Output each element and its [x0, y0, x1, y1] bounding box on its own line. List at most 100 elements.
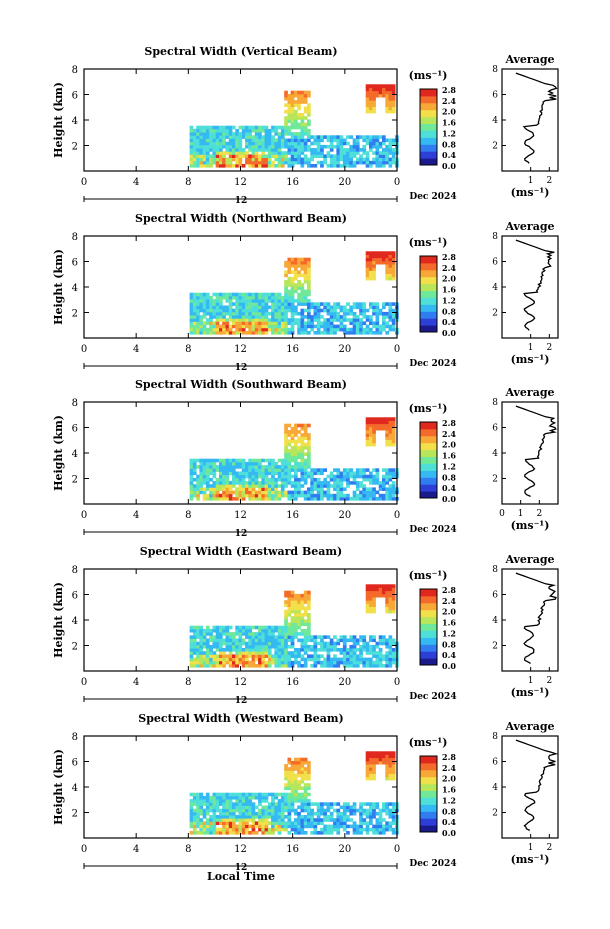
heatmap-cell [254, 315, 259, 319]
heatmap-cell [382, 84, 386, 88]
heatmap-cell [258, 295, 262, 300]
heatmap-cell [391, 311, 396, 316]
heatmap-cell [385, 477, 389, 482]
heatmap-cell [375, 148, 380, 152]
heatmap-cell [209, 324, 213, 329]
heatmap-cell [388, 273, 393, 278]
heatmap-cell [219, 295, 223, 300]
heatmap-cell [238, 151, 243, 155]
heatmap-cell [391, 815, 396, 819]
heatmap-cell [209, 302, 213, 306]
heatmap-cell [316, 324, 321, 329]
heatmap-cell [196, 821, 200, 825]
heatmap-cell [323, 302, 327, 306]
heatmap-cell [310, 487, 314, 491]
heatmap-cell [192, 821, 197, 825]
heatmap-cell [391, 315, 396, 319]
heatmap-cell [385, 103, 389, 107]
heatmap-cell [264, 305, 269, 310]
heatmap-cell [196, 635, 200, 639]
heatmap-cell [388, 276, 393, 281]
heatmap-cell [297, 654, 301, 658]
heatmap-cell [300, 264, 305, 268]
heatmap-cell [349, 635, 354, 639]
heatmap-cell [316, 635, 321, 639]
heatmap-cell [339, 821, 344, 825]
x-tick-label: 8 [185, 177, 191, 188]
heatmap-cell [238, 648, 243, 652]
heatmap-cell [274, 141, 279, 146]
heatmap-cell [385, 802, 389, 806]
heatmap-cell [378, 635, 383, 639]
colorbar-swatch [420, 158, 437, 166]
heatmap-cell [277, 657, 282, 662]
heatmap-cell [313, 493, 318, 498]
heatmap-cell [382, 157, 386, 162]
heatmap-cell [297, 97, 301, 101]
heatmap-cell [219, 625, 223, 630]
heatmap-cell [342, 657, 347, 662]
heatmap-cell [310, 815, 314, 819]
heatmap-cell [219, 808, 223, 813]
heatmap-cell [219, 458, 223, 463]
heatmap-cell [219, 792, 223, 797]
heatmap-cell [362, 321, 367, 325]
heatmap-cell [372, 135, 376, 139]
heatmap-cell [349, 135, 354, 139]
heatmap-cell [219, 324, 223, 329]
colorbar-swatch [420, 130, 437, 138]
heatmap-cell [385, 664, 389, 668]
day-label: 12 [235, 696, 248, 706]
heatmap-cell [307, 446, 311, 450]
heatmap-cell [271, 481, 275, 485]
heatmap-cell [280, 327, 285, 332]
heatmap-cell [385, 600, 389, 604]
heatmap-cell [310, 468, 314, 472]
heatmap-cell [300, 452, 305, 456]
heatmap-cell [313, 315, 318, 319]
heatmap-cell [192, 657, 197, 662]
colorbar-swatch [420, 276, 437, 285]
heatmap-cell [254, 481, 259, 485]
heatmap-cell [199, 299, 204, 303]
heatmap-cell [219, 481, 223, 485]
heatmap-cell [290, 324, 295, 329]
heatmap-cell [271, 305, 275, 310]
heatmap-cell [378, 493, 383, 498]
heatmap-cell [274, 324, 279, 329]
heatmap-cell [375, 593, 380, 598]
heatmap-cell [199, 811, 204, 816]
heatmap-cell [215, 664, 220, 668]
heatmap-cell [280, 477, 285, 482]
heatmap-cell [215, 802, 220, 806]
average-profile-line [515, 572, 557, 664]
heatmap-cell [258, 490, 262, 495]
heatmap-cell [280, 808, 285, 813]
heatmap-cell [202, 292, 207, 297]
heatmap-cell [189, 805, 194, 810]
heatmap-cell [271, 827, 275, 832]
heatmap-cell [222, 805, 226, 810]
heatmap-cell [271, 808, 275, 813]
heatmap-cell [375, 831, 380, 835]
heatmap-cell [313, 824, 318, 829]
heatmap-cell [199, 821, 204, 825]
heatmap-cell [372, 635, 376, 639]
heatmap-cell [241, 324, 246, 329]
heatmap-cell [290, 280, 295, 284]
heatmap-cell [290, 651, 295, 655]
heatmap-cell [336, 468, 341, 472]
heatmap-cell [310, 474, 314, 479]
heatmap-cell [388, 260, 393, 265]
heatmap-cell [290, 606, 295, 611]
heatmap-cell [280, 799, 285, 803]
heatmap-cell [365, 587, 370, 592]
heatmap-cell [303, 430, 308, 434]
colorbar-tick-label: 0.0 [442, 161, 456, 171]
heatmap-cell [219, 315, 223, 319]
heatmap-cell [307, 465, 311, 469]
heatmap-cell [287, 455, 292, 460]
heatmap-cell [388, 644, 393, 649]
heatmap-cell [232, 638, 236, 643]
heatmap-cell [232, 641, 236, 646]
